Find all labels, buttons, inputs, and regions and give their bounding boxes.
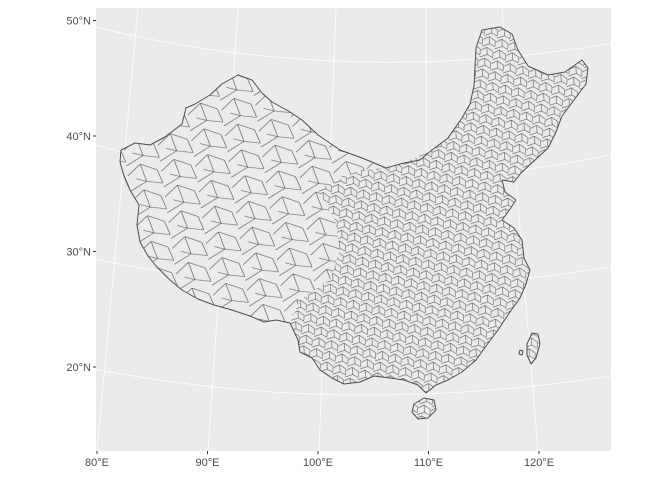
x-tick-label: 110°E <box>414 457 443 469</box>
x-tick-label: 100°E <box>303 457 333 469</box>
y-axis: 50°N 40°N 30°N 20°N <box>66 16 96 374</box>
x-tick-label: 90°E <box>196 457 220 469</box>
y-tick-label: 50°N <box>66 16 91 28</box>
y-tick-label: 20°N <box>66 362 91 374</box>
eastern-county-mesh <box>290 27 588 393</box>
x-axis: 80°E 90°E 100°E 110°E 120°E <box>85 451 554 469</box>
parallel-20n <box>96 368 611 396</box>
zhoushan-islands <box>518 349 524 356</box>
y-tick-label: 40°N <box>66 131 91 143</box>
x-tick-label: 80°E <box>85 457 109 469</box>
meridian-80e <box>96 8 139 451</box>
taiwan-island <box>526 332 541 365</box>
hainan-island <box>411 397 437 420</box>
y-tick-label: 30°N <box>66 247 91 259</box>
x-tick-label: 120°E <box>524 457 554 469</box>
china-counties <box>119 26 589 420</box>
western-county-mesh <box>120 75 386 323</box>
parallel-50n <box>96 26 611 63</box>
